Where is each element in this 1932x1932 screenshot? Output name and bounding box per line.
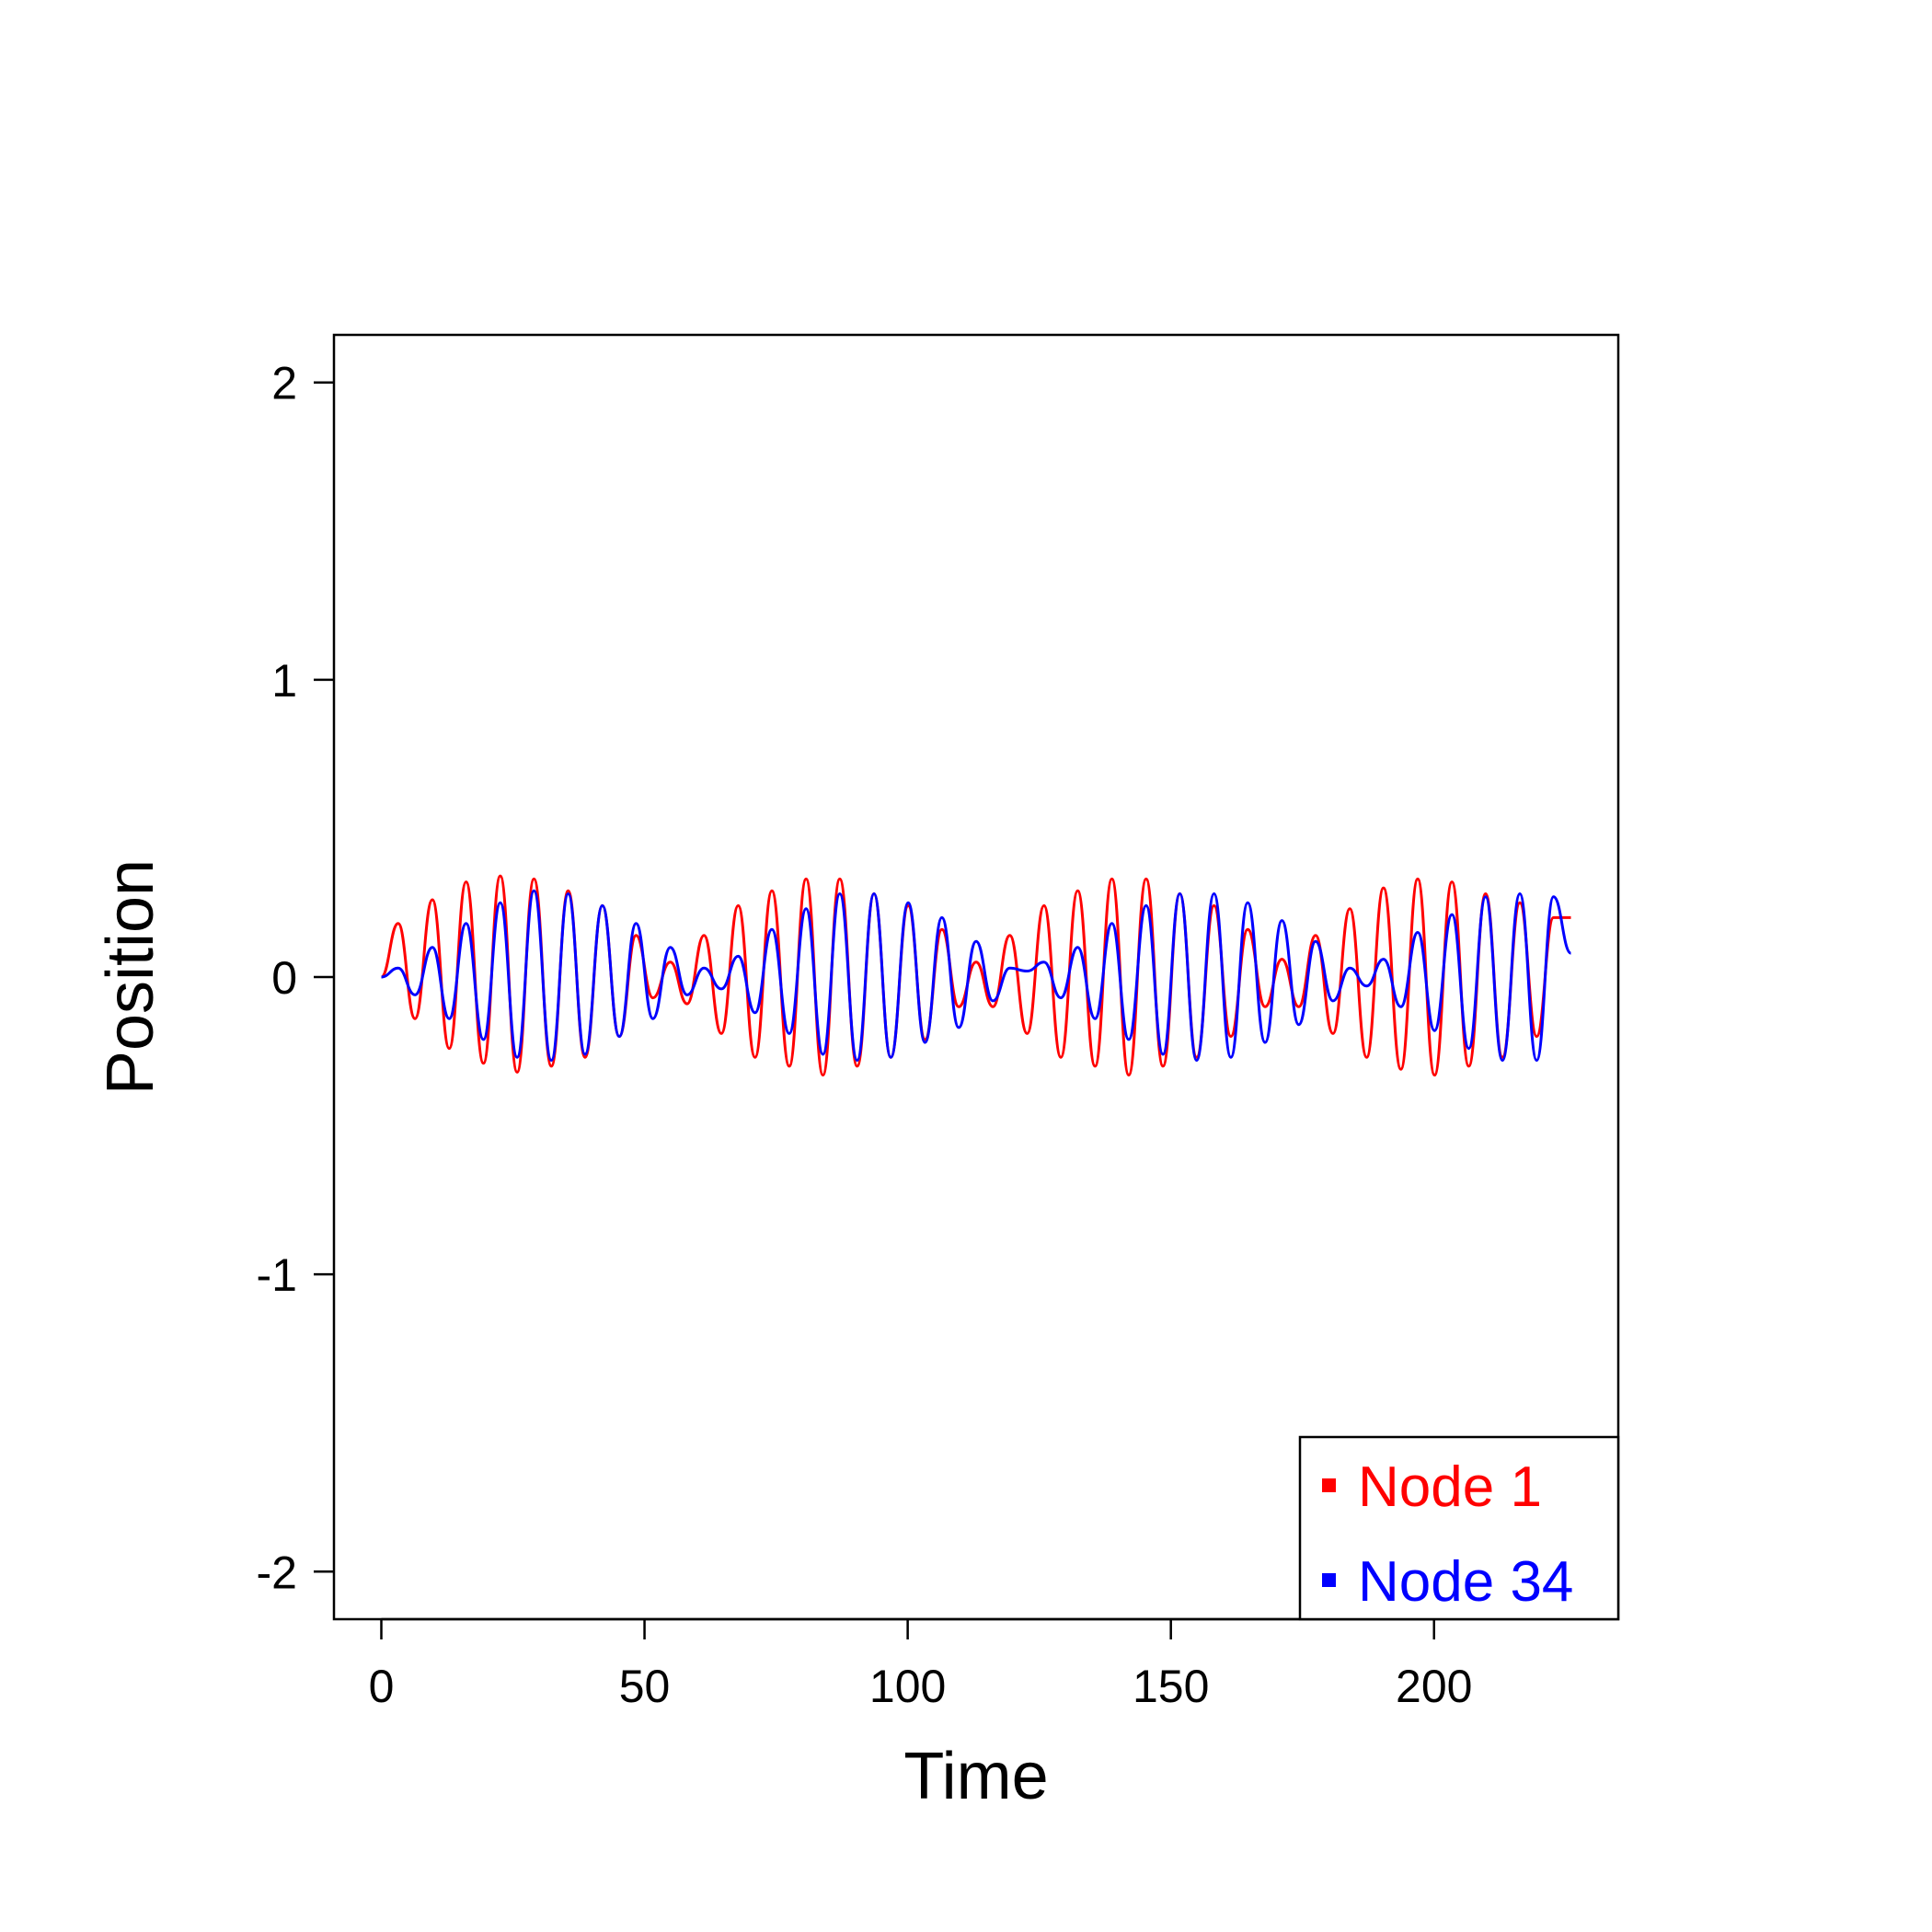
- y-tick-label: 1: [271, 655, 297, 707]
- x-tick-label: 100: [869, 1661, 946, 1712]
- legend-swatch-node-34: [1322, 1573, 1336, 1587]
- legend-label-node-34: Node 34: [1358, 1550, 1573, 1614]
- legend: Node 1 Node 34: [1298, 1435, 1620, 1621]
- y-tick-label: -1: [257, 1249, 297, 1301]
- series-line-node-34: [381, 889, 1572, 1062]
- x-tick-label: 200: [1396, 1661, 1472, 1712]
- legend-label-node-1: Node 1: [1358, 1455, 1542, 1519]
- axes-layer: 0 50 100 150 200 -2 -1 0 1 2: [257, 358, 1473, 1712]
- x-tick-label: 0: [369, 1661, 395, 1712]
- y-tick-label: 0: [271, 952, 297, 1004]
- x-tick-label: 50: [619, 1661, 671, 1712]
- y-tick-label: 2: [271, 358, 297, 409]
- plot-frame: [332, 333, 1620, 1621]
- x-axis-title: Time: [903, 1740, 1048, 1813]
- series-layer: [380, 874, 1572, 1077]
- y-tick-label: -2: [257, 1547, 297, 1598]
- series-line-node-1: [380, 874, 1571, 1077]
- x-tick-label: 150: [1133, 1661, 1209, 1712]
- legend-box: [1298, 1435, 1620, 1621]
- y-axis-title: Position: [94, 859, 167, 1095]
- legend-swatch-node-1: [1322, 1478, 1336, 1492]
